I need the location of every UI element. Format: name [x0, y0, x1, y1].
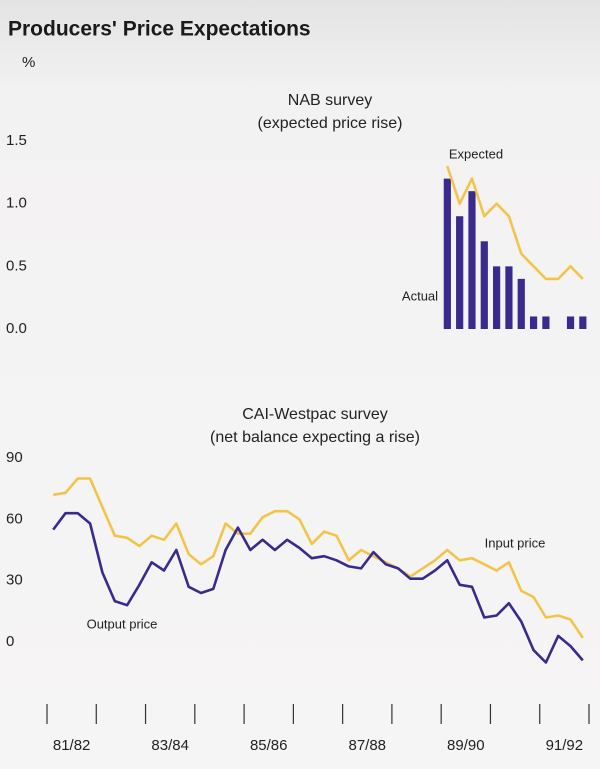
series-label: Input price — [485, 535, 546, 550]
y-tick-label: 60 — [6, 510, 23, 527]
panel-subtitle: (net balance expecting a rise) — [210, 429, 420, 446]
bar — [480, 241, 488, 329]
y-tick-label: 90 — [6, 449, 23, 466]
line — [52, 477, 584, 639]
bar — [566, 316, 575, 329]
x-tick-label: 91/92 — [546, 737, 584, 754]
y-tick-label: 1.5 — [6, 132, 27, 149]
bar — [579, 316, 587, 329]
bar — [505, 266, 513, 329]
bar — [493, 266, 501, 329]
bar — [468, 191, 476, 329]
series-label: Expected — [449, 146, 503, 161]
panel-title: NAB survey — [288, 92, 372, 109]
panel-subtitle: (expected price rise) — [258, 115, 403, 132]
series-label: Output price — [87, 616, 158, 631]
series-label: Actual — [402, 288, 438, 303]
y-tick-label: 0 — [6, 633, 14, 650]
y-tick-label: 30 — [6, 572, 23, 589]
bar — [517, 278, 525, 329]
x-tick-label: 81/82 — [53, 737, 91, 754]
bar — [456, 216, 464, 329]
line — [52, 511, 584, 664]
y-tick-label: 0.0 — [6, 320, 27, 337]
x-tick-label: 83/84 — [151, 737, 189, 754]
bar — [529, 316, 538, 329]
line — [446, 165, 584, 281]
y-tick-label: 0.5 — [6, 257, 27, 274]
bar — [443, 178, 451, 329]
x-tick-label: 89/90 — [447, 737, 485, 754]
panel-title: CAI-Westpac survey — [242, 406, 388, 423]
y-tick-label: 1.0 — [6, 195, 27, 212]
unit-label: % — [22, 54, 35, 71]
bar — [542, 316, 550, 329]
x-tick-label: 85/86 — [250, 737, 288, 754]
chart-title: Producers' Price Expectations — [8, 18, 311, 41]
x-tick-label: 87/88 — [348, 737, 386, 754]
